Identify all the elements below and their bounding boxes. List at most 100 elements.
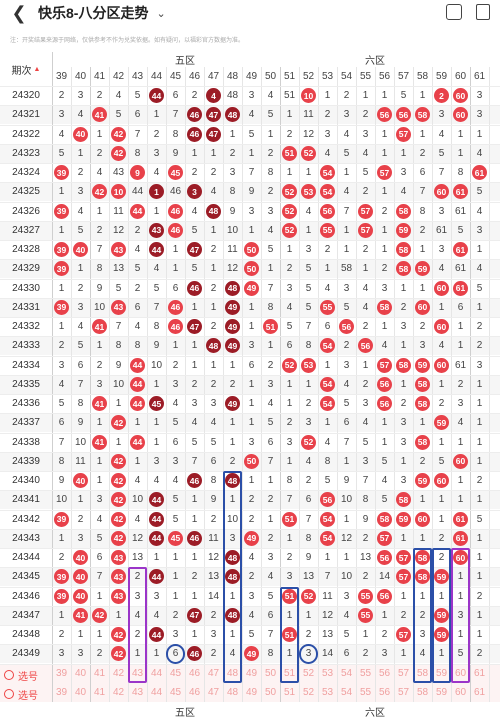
cell-value: 48 <box>223 567 242 586</box>
cell-value: 54 <box>318 336 337 355</box>
select-number[interactable]: 39 <box>55 686 68 698</box>
drawn-number-ball: 41 <box>92 396 107 411</box>
grid-line <box>0 336 500 338</box>
cell-value: 3 <box>210 629 217 640</box>
select-number[interactable]: 46 <box>188 667 201 679</box>
select-button[interactable]: 选号 <box>4 668 38 683</box>
select-number[interactable]: 54 <box>340 667 353 679</box>
cell-value: 1 <box>191 147 198 159</box>
drawn-number-ball: 41 <box>92 107 107 123</box>
cell-value: 14 <box>207 590 220 602</box>
select-number[interactable]: 50 <box>264 667 277 679</box>
select-number[interactable]: 54 <box>340 686 353 698</box>
cell-value: 3 <box>134 590 141 602</box>
select-number[interactable]: 51 <box>283 686 296 698</box>
drawn-number-ball: 42 <box>111 126 126 142</box>
select-number[interactable]: 40 <box>74 667 87 679</box>
cell-value: 6 <box>77 359 84 371</box>
select-number[interactable]: 49 <box>245 667 258 679</box>
cell-value: 1 <box>191 359 198 371</box>
document-icon[interactable] <box>476 4 490 20</box>
draw-row: 24341 10 1 3 42 10 44 5 1 9 1 2 2 7 6 56 10 8 5 58 1 1 1 1 <box>0 490 500 510</box>
cell-value: 4 <box>204 86 223 105</box>
period-header[interactable]: 期次 ▲ <box>0 52 52 86</box>
select-number[interactable]: 52 <box>302 667 315 679</box>
select-number[interactable]: 49 <box>245 686 258 698</box>
select-number[interactable]: 41 <box>93 686 106 698</box>
select-number[interactable]: 60 <box>454 686 467 698</box>
cell-value: 40 <box>71 125 90 144</box>
cell-value: 1 <box>153 109 160 121</box>
select-number[interactable]: 50 <box>264 686 277 698</box>
drawn-number-ball: 58 <box>377 511 392 527</box>
cell-value: 4 <box>77 205 84 217</box>
drawn-number-ball: 42 <box>92 184 107 200</box>
cell-value: 56 <box>394 105 413 124</box>
select-number[interactable]: 57 <box>397 686 410 698</box>
column-header: 57 <box>397 71 410 82</box>
select-button[interactable]: 选号 <box>4 687 38 702</box>
select-number[interactable]: 44 <box>150 667 163 679</box>
back-icon[interactable]: ❮ <box>11 2 27 23</box>
cell-value: 3 <box>381 282 388 294</box>
select-number[interactable]: 53 <box>321 686 334 698</box>
drawn-number-ball: 56 <box>320 492 335 508</box>
cell-value: 5 <box>153 282 160 294</box>
select-number[interactable]: 48 <box>226 686 239 698</box>
select-number[interactable]: 59 <box>435 686 448 698</box>
select-number[interactable]: 55 <box>359 686 372 698</box>
drawn-number-ball: 49 <box>225 319 240 334</box>
chevron-down-icon[interactable]: ⌄ <box>156 7 166 20</box>
drawn-number-ball: 56 <box>377 396 392 411</box>
select-number[interactable]: 56 <box>378 686 391 698</box>
select-number[interactable]: 39 <box>55 667 68 679</box>
chart-settings-icon[interactable] <box>446 4 462 20</box>
cell-value: 4 <box>134 609 141 621</box>
cell-value: 39 <box>52 587 71 606</box>
select-number[interactable]: 48 <box>226 667 239 679</box>
select-number[interactable]: 47 <box>207 667 220 679</box>
select-number[interactable]: 52 <box>302 686 315 698</box>
select-number[interactable]: 44 <box>150 686 163 698</box>
grid-line <box>470 67 471 702</box>
cell-value: 2 <box>58 90 65 101</box>
cell-value: 1 <box>172 263 179 275</box>
cell-value: 1 <box>134 455 141 467</box>
select-number[interactable]: 59 <box>435 667 448 679</box>
select-number[interactable]: 57 <box>397 667 410 679</box>
select-number[interactable]: 46 <box>188 686 201 698</box>
cell-value: 1 <box>381 609 388 621</box>
cell-value: 8 <box>210 475 217 486</box>
select-number[interactable]: 45 <box>169 667 182 679</box>
select-number[interactable]: 58 <box>416 686 429 698</box>
select-number[interactable]: 61 <box>473 686 486 698</box>
select-number[interactable]: 43 <box>131 667 144 679</box>
select-number[interactable]: 40 <box>74 686 87 698</box>
drawn-number-ball: 51 <box>282 588 297 604</box>
select-number[interactable]: 58 <box>416 667 429 679</box>
cell-value: 2 <box>476 321 483 332</box>
cell-value: 3 <box>96 494 103 506</box>
drawn-number-ball: 39 <box>54 242 69 257</box>
column-header: 50 <box>264 71 277 82</box>
select-number[interactable]: 60 <box>454 667 467 679</box>
select-number[interactable]: 42 <box>112 667 125 679</box>
select-number[interactable]: 42 <box>112 686 125 698</box>
select-number[interactable]: 56 <box>378 667 391 679</box>
page-title: 快乐8-八分区走势 <box>38 5 149 21</box>
select-number[interactable]: 45 <box>169 686 182 698</box>
select-number[interactable]: 41 <box>93 667 106 679</box>
drawn-number-ball: 61 <box>453 280 468 296</box>
select-row[interactable]: 选号 39 40 41 42 43 44 45 46 47 48 49 50 51 52 53 54 55 56 57… <box>0 682 500 702</box>
select-number[interactable]: 55 <box>359 667 372 679</box>
cell-value: 5 <box>248 128 255 140</box>
cell-value: 50 <box>242 259 261 278</box>
cell-value: 1 <box>58 282 65 294</box>
select-number[interactable]: 43 <box>131 686 144 698</box>
select-number[interactable]: 61 <box>473 667 486 679</box>
cell-value: 59 <box>432 567 451 586</box>
select-number[interactable]: 47 <box>207 686 220 698</box>
select-number[interactable]: 53 <box>321 667 334 679</box>
cell-value: 2 <box>419 147 426 159</box>
select-number[interactable]: 51 <box>283 667 296 679</box>
